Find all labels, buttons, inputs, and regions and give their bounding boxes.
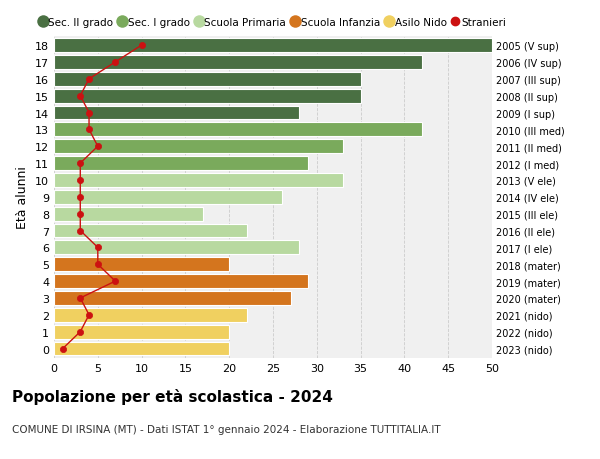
Bar (54, 241, 299, 255)
Bar (54, 224, 247, 238)
Bar (54, 291, 290, 305)
Bar (54, 308, 247, 322)
Bar (54, 73, 361, 86)
Text: COMUNE DI IRSINA (MT) - Dati ISTAT 1° gennaio 2024 - Elaborazione TUTTITALIA.IT: COMUNE DI IRSINA (MT) - Dati ISTAT 1° ge… (12, 425, 440, 435)
Bar (54, 174, 343, 187)
Bar (54, 258, 229, 272)
Bar (54, 39, 492, 53)
Bar (54, 56, 422, 70)
Bar (54, 90, 361, 103)
Bar (54, 123, 422, 137)
Bar (54, 140, 343, 154)
Y-axis label: Età alunni: Età alunni (16, 166, 29, 229)
Bar (54, 157, 308, 171)
Bar (54, 274, 308, 288)
Bar (54, 190, 282, 204)
Bar (54, 106, 299, 120)
Bar (54, 325, 229, 339)
Bar (54, 342, 229, 356)
Text: Popolazione per età scolastica - 2024: Popolazione per età scolastica - 2024 (12, 388, 333, 404)
Legend: Sec. II grado, Sec. I grado, Scuola Primaria, Scuola Infanzia, Asilo Nido, Stran: Sec. II grado, Sec. I grado, Scuola Prim… (40, 18, 506, 28)
Bar (54, 207, 203, 221)
